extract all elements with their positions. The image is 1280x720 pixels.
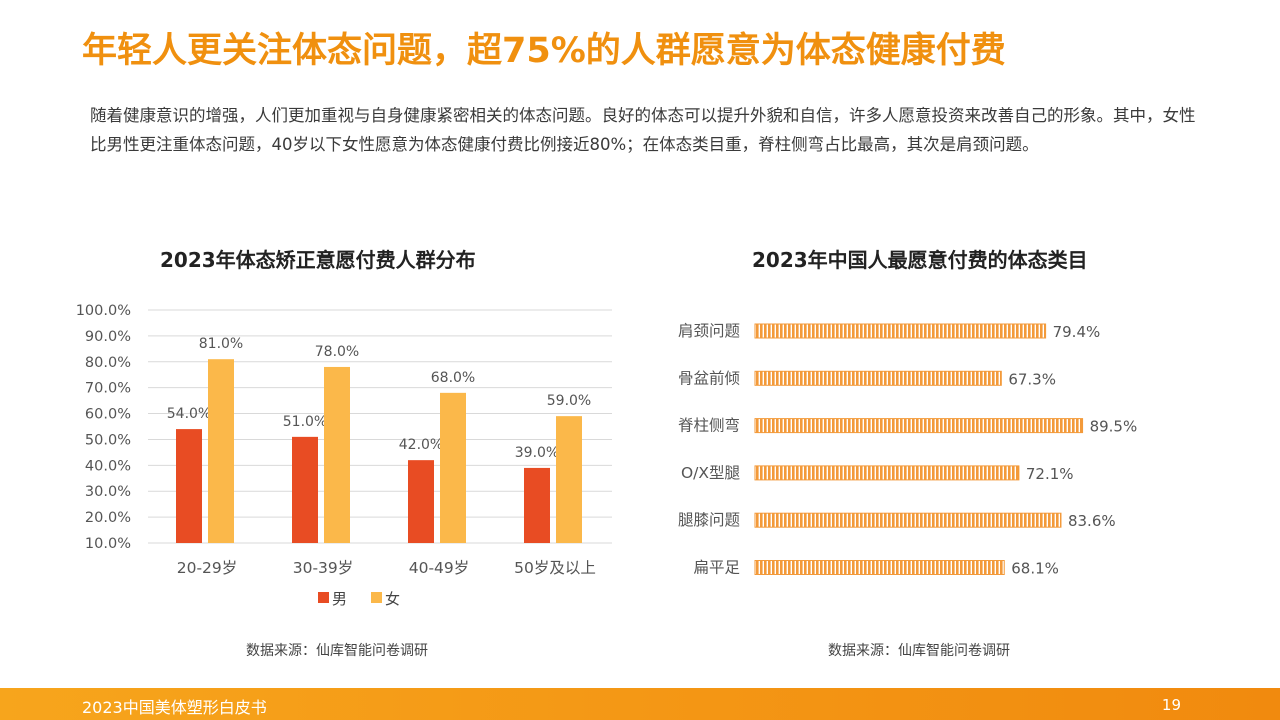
bar-chart-source: 数据来源：仙库智能问卷调研 bbox=[246, 643, 428, 659]
data-label: 78.0% bbox=[315, 344, 359, 360]
posture-category-bar-chart: 肩颈问题 79.4% 骨盆前倾 67.3% 脊柱侧弯 89.5% O/X型腿 72.1% 腿膝问… bbox=[678, 322, 1138, 578]
category-label: 脊柱侧弯 bbox=[678, 417, 740, 435]
legend-label: 男 bbox=[332, 590, 347, 608]
bar-female bbox=[556, 416, 582, 543]
y-tick-label: 80.0% bbox=[85, 355, 131, 371]
bar-female bbox=[440, 392, 466, 543]
data-label: 67.3% bbox=[1008, 370, 1056, 388]
y-tick-label: 10.0% bbox=[85, 536, 131, 552]
bar-male bbox=[408, 460, 434, 543]
bar-male bbox=[524, 467, 550, 543]
x-tick-label: 20-29岁 bbox=[177, 559, 238, 577]
data-label: 72.1% bbox=[1026, 465, 1074, 483]
y-tick-label: 100.0% bbox=[76, 303, 131, 319]
y-tick-label: 60.0% bbox=[85, 407, 131, 423]
data-label: 59.0% bbox=[547, 393, 591, 409]
data-label: 51.0% bbox=[283, 414, 327, 430]
legend-label: 女 bbox=[385, 590, 400, 608]
hbar bbox=[754, 418, 1084, 434]
page-number: 19 bbox=[1161, 696, 1181, 714]
bar-female bbox=[208, 359, 234, 543]
data-label: 39.0% bbox=[515, 445, 559, 461]
hbar-chart-source: 数据来源：仙库智能问卷调研 bbox=[828, 643, 1010, 659]
y-tick-label: 40.0% bbox=[85, 458, 131, 474]
footer-text: 2023中国美体塑形白皮书 bbox=[82, 698, 267, 717]
data-label: 68.0% bbox=[431, 370, 475, 386]
hbar bbox=[754, 465, 1020, 481]
hbar bbox=[754, 512, 1062, 528]
hbar bbox=[754, 323, 1047, 339]
age-gender-bar-chart: 100.0% 90.0% 80.0% 70.0% 60.0% 50.0% 40.0% 30.0… bbox=[76, 303, 612, 608]
data-label: 81.0% bbox=[199, 336, 243, 352]
data-label: 83.6% bbox=[1068, 512, 1116, 530]
y-tick-label: 30.0% bbox=[85, 484, 131, 500]
footer-bar: 2023中国美体塑形白皮书 19 bbox=[0, 688, 1280, 720]
data-label: 89.5% bbox=[1090, 418, 1138, 436]
bar-male bbox=[176, 429, 202, 543]
bar-female bbox=[324, 366, 350, 543]
data-label: 42.0% bbox=[399, 437, 443, 453]
legend-swatch bbox=[318, 592, 329, 603]
category-label: O/X型腿 bbox=[681, 464, 741, 482]
page-title: 年轻人更关注体态问题，超75%的人群愿意为体态健康付费 bbox=[82, 31, 1006, 71]
category-label: 腿膝问题 bbox=[678, 511, 740, 529]
legend-swatch bbox=[371, 592, 382, 603]
x-tick-label: 40-49岁 bbox=[409, 559, 470, 577]
x-tick-label: 30-39岁 bbox=[293, 559, 354, 577]
y-tick-label: 50.0% bbox=[85, 432, 131, 448]
data-label: 54.0% bbox=[167, 406, 211, 422]
category-label: 肩颈问题 bbox=[678, 322, 740, 340]
y-tick-label: 90.0% bbox=[85, 329, 131, 345]
data-label: 68.1% bbox=[1011, 560, 1059, 578]
y-tick-label: 70.0% bbox=[85, 381, 131, 397]
hbar bbox=[754, 370, 1002, 386]
hbar-chart-title: 2023年中国人最愿意付费的体态类目 bbox=[752, 248, 1088, 272]
x-tick-label: 50岁及以上 bbox=[514, 559, 596, 577]
data-label: 79.4% bbox=[1053, 323, 1101, 341]
category-label: 扁平足 bbox=[693, 559, 740, 577]
hbar bbox=[754, 560, 1005, 575]
bar-male bbox=[292, 436, 318, 543]
y-tick-label: 20.0% bbox=[85, 510, 131, 526]
category-label: 骨盆前倾 bbox=[678, 369, 740, 387]
bar-chart-title: 2023年体态矫正意愿付费人群分布 bbox=[160, 248, 476, 272]
intro-paragraph: 随着健康意识的增强，人们更加重视与自身健康紧密相关的体态问题。良好的体态可以提升… bbox=[90, 106, 1196, 154]
